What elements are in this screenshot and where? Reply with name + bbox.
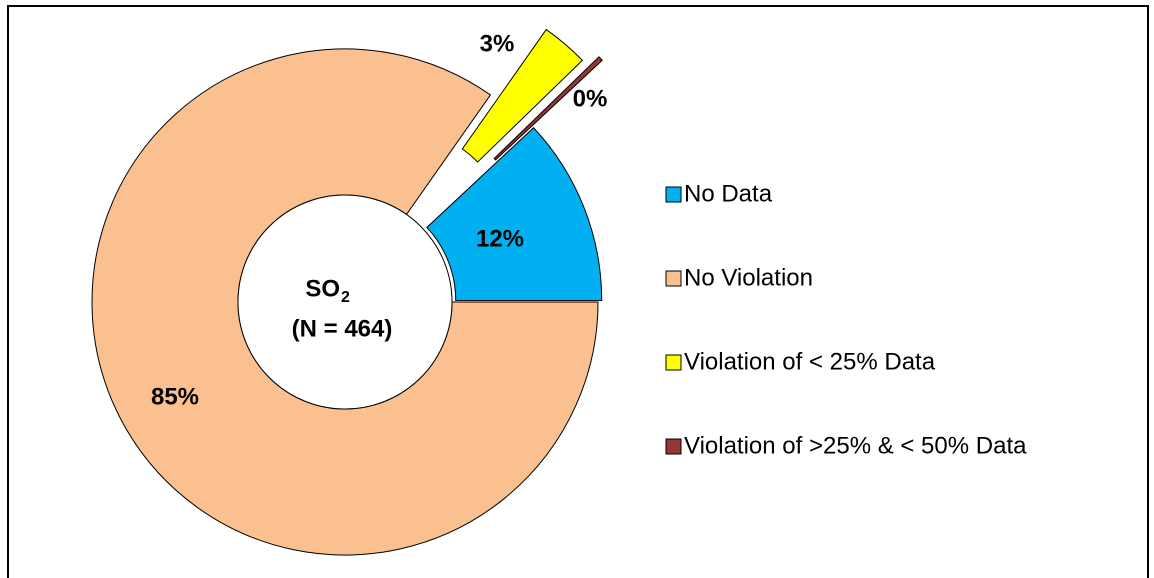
legend-swatch: [665, 438, 682, 455]
pie-slice: [493, 56, 603, 161]
legend-swatch: [665, 270, 682, 287]
legend-label: Violation of >25% & < 50% Data: [684, 432, 1027, 459]
legend-label: No Data: [684, 180, 773, 207]
legend-swatch: [665, 354, 682, 371]
center-label-line2: (N = 464): [292, 315, 393, 342]
center-label: SO: [305, 275, 340, 302]
data-label: 12%: [476, 225, 524, 252]
legend-label: Violation of < 25% Data: [684, 348, 936, 375]
pie: [91, 28, 603, 556]
legend-label: No Violation: [684, 264, 813, 291]
data-label: 0%: [573, 85, 608, 112]
legend-swatch: [665, 186, 682, 203]
data-label: 3%: [480, 30, 515, 57]
pie-slice: [426, 127, 603, 302]
donut-hole: [237, 194, 453, 410]
pie-slice: [461, 28, 584, 163]
center-label-subscript: 2: [341, 289, 350, 306]
data-label: 85%: [151, 383, 199, 410]
